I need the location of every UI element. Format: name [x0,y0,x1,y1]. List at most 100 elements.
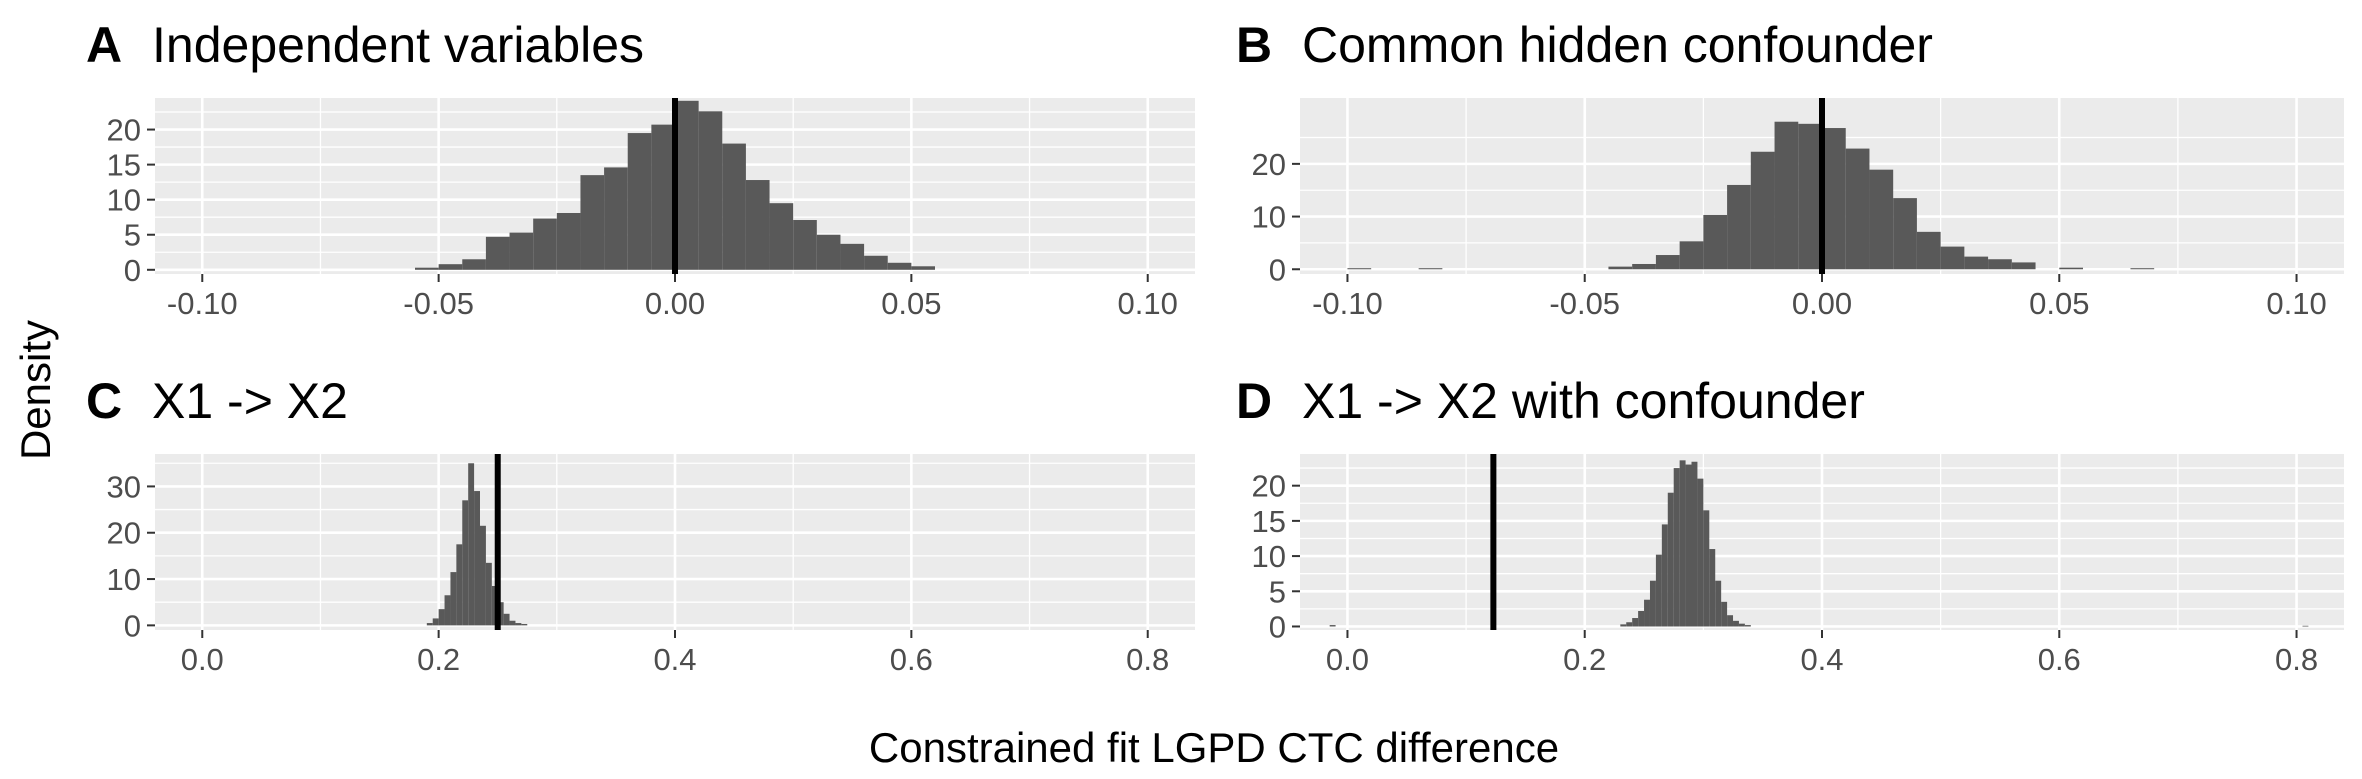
x-tick-label: 0.05 [2029,286,2089,321]
histogram-bar [485,236,510,270]
y-tick-label: 15 [1252,504,1286,539]
histogram-bar [462,259,486,270]
y-tick-label: 10 [1252,200,1286,235]
histogram-bar [444,595,451,626]
histogram-bar [1673,468,1680,627]
histogram-bar [509,232,534,270]
histogram-bar [415,267,439,270]
histogram-bar [840,243,865,270]
histogram-bar [1685,464,1692,627]
histogram-bar [1845,148,1870,270]
histogram-bar [1940,246,1965,270]
panel-b-title: Common hidden confounder [1302,17,1933,73]
x-tick-label: -0.10 [1312,286,1383,321]
panel-b-tag: B [1236,17,1272,73]
histogram-bar [745,180,770,270]
histogram-bar [1620,624,1627,627]
histogram-bar [1798,123,1822,270]
x-tick-label: -0.05 [403,286,474,321]
histogram-bar [887,262,912,270]
y-tick-label: 10 [1252,539,1286,574]
panel-b: B Common hidden confounder -0.10 -0.05 0.0… [1236,17,2344,321]
histogram-bar [1655,554,1662,627]
histogram-bar [480,525,486,626]
x-tick-label: -0.10 [167,286,238,321]
x-tick-label: 0.10 [2266,286,2326,321]
histogram-bar [1632,263,1656,270]
histogram-bar [675,100,699,270]
histogram-bar [1649,580,1656,627]
histogram-bar [1703,510,1710,627]
histogram-bar [1733,620,1739,627]
histogram-bar [521,623,528,626]
x-tick-label: 0.0 [1326,642,1369,677]
x-tick-label: 0.0 [181,642,224,677]
histogram-bar [1697,478,1704,627]
histogram-bar [432,618,439,626]
y-tick-label: 5 [1269,574,1286,609]
histogram-bar [2011,262,2036,270]
histogram-bar [793,220,817,270]
x-tick-label: 0.6 [890,642,933,677]
x-tick-label: 0.05 [881,286,941,321]
histogram-bar [1750,151,1775,270]
histogram-bar [1329,625,1336,627]
histogram-bar [1418,268,1443,270]
histogram-bar [698,111,723,270]
y-tick-label: 20 [1252,469,1286,504]
histogram-bar [722,143,746,270]
histogram-bar [1644,599,1650,627]
y-tick-label: 0 [1269,609,1286,644]
histogram-bar [1608,266,1633,270]
histogram-bar [2130,268,2155,270]
histogram-bar [1744,625,1751,627]
histogram-bar [456,544,463,626]
y-axis-title: Density [12,320,59,460]
histogram-bar [1822,128,1846,270]
x-tick-label: 0.4 [653,642,696,677]
y-tick-label: 10 [107,183,141,218]
histogram-bar [450,572,457,626]
histogram-bar [2302,625,2309,627]
histogram-bar [1691,461,1698,627]
x-tick-label: 0.00 [645,286,705,321]
histogram-bar [2059,267,2083,270]
y-tick-label: 20 [1252,147,1286,182]
panel-a-title: Independent variables [152,17,644,73]
panel-c-title: X1 -> X2 [152,373,348,429]
histogram-bar [1632,618,1639,627]
histogram-bar [816,234,841,270]
histogram-bar [1626,622,1633,627]
histogram-bar [1774,121,1799,270]
panel-c-plot: 0.0 0.2 0.4 0.6 0.8 0 10 20 30 [107,454,1195,677]
y-tick-label: 0 [124,253,141,288]
histogram-bar [1715,580,1722,627]
histogram-bar [604,167,628,270]
panel-a: A Independent variables -0.10 -0.05 0.00 0.… [86,17,1195,321]
histogram-bar [503,613,510,626]
histogram-bar [1347,268,1372,270]
x-tick-label: 0.8 [1126,642,1169,677]
histogram-bar [627,133,652,270]
x-tick-label: 0.4 [1800,642,1843,677]
x-tick-label: 0.10 [1118,286,1178,321]
histogram-bar [1661,524,1668,627]
y-tick-label: 20 [107,516,141,551]
histogram-bar [1988,259,2012,270]
histogram-bar [864,255,888,270]
histogram-bar [556,212,581,270]
histogram-bar [1738,623,1745,627]
histogram-bar [1964,256,1989,270]
histogram-bar [462,500,469,626]
histogram-bar [1679,241,1704,270]
histogram-bar [1709,549,1716,627]
histogram-bar [1727,184,1751,270]
panel-b-plot: -0.10 -0.05 0.00 0.05 0.10 0 10 20 [1252,98,2344,321]
histogram-bar [438,609,445,626]
histogram-bar [1916,231,1941,270]
histogram-bar [438,264,463,270]
histogram-bar [1638,610,1645,627]
x-tick-label: 0.2 [417,642,460,677]
histogram-bar [515,623,522,626]
